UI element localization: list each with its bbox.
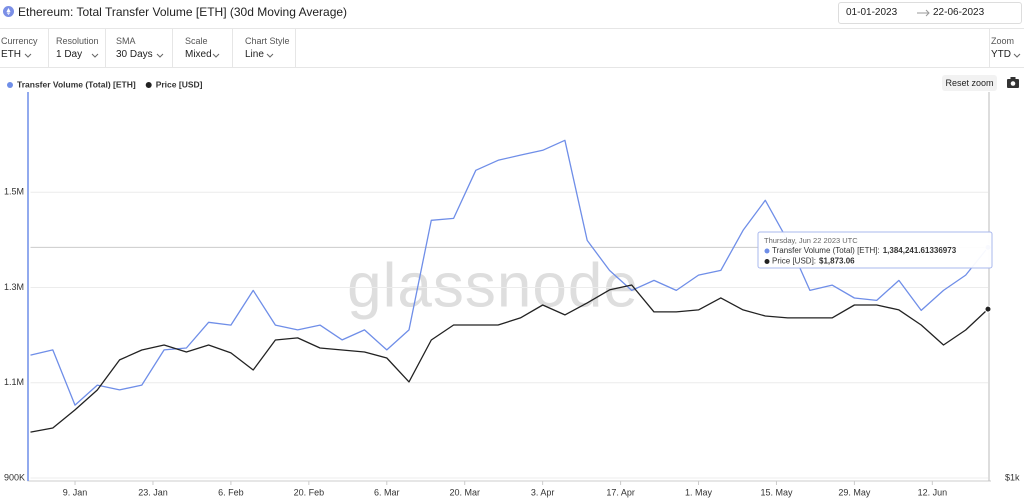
x-tick-label: 17. Apr — [606, 487, 635, 497]
control-value: 1 Day — [56, 49, 83, 60]
x-tick-label: 9. Jan — [63, 487, 88, 497]
control-value: Mixed — [185, 49, 212, 60]
legend-label: Price [USD] — [156, 79, 203, 89]
y-tick-label: 1.3M — [4, 282, 24, 292]
arrow-icon — [917, 9, 930, 17]
chevron-icon — [24, 53, 32, 58]
control[interactable]: Scale Mixed — [184, 29, 233, 67]
tooltip-label: Transfer Volume (Total) [ETH]: — [772, 246, 880, 255]
tooltip-title: Thursday, Jun 22 2023 UTC — [764, 236, 858, 245]
chevron-icon — [212, 53, 220, 58]
chevron-icon — [91, 53, 99, 58]
tooltip-value: $1,873.06 — [819, 257, 855, 266]
x-tick-label: 20. Feb — [294, 487, 325, 497]
x-tick-label: 1. May — [685, 487, 713, 497]
controls: Currency ETH Resolution 1 Day SMA 30 Days Scal… — [0, 28, 1024, 68]
x-tick-label: 23. Jan — [138, 487, 168, 497]
control-label: Currency — [1, 36, 38, 46]
legend-marker — [145, 82, 152, 88]
control-label: Resolution — [56, 36, 99, 46]
y-tick-label: 900K — [4, 472, 25, 482]
date-to[interactable]: 22-06-2023 — [933, 7, 985, 18]
control-value: 30 Days — [116, 49, 153, 60]
control-value: YTD — [991, 49, 1011, 60]
x-tick-label: 20. Mar — [449, 487, 480, 497]
zoom-control[interactable]: Zoom YTD — [989, 29, 1024, 67]
control-label: SMA — [116, 36, 136, 46]
hover-point — [984, 305, 992, 313]
control[interactable]: Resolution 1 Day — [55, 29, 106, 67]
y-tick-label: 1.5M — [4, 187, 24, 197]
tooltip-marker — [764, 248, 770, 254]
control-value: ETH — [1, 49, 21, 60]
x-tick-label: 29. May — [838, 487, 871, 497]
legend-label: Transfer Volume (Total) [ETH] — [17, 79, 136, 89]
control[interactable]: SMA 30 Days — [115, 29, 173, 67]
x-tick-label: 12. Jun — [918, 487, 948, 497]
x-tick-label: 6. Feb — [218, 487, 244, 497]
page-title: Ethereum: Total Transfer Volume [ETH] (3… — [18, 5, 348, 19]
control-label: Zoom — [991, 36, 1015, 46]
series-line — [30, 139, 989, 406]
reset-zoom-button[interactable]: Reset zoom — [942, 75, 997, 91]
chevron-icon — [156, 53, 164, 58]
date-range[interactable]: 01-01-2023 22-06-2023 — [838, 2, 1022, 24]
control-label: Scale — [185, 36, 208, 46]
legend-marker — [7, 82, 13, 88]
chevron-icon — [266, 53, 274, 58]
x-tick-label: 6. Mar — [374, 487, 400, 497]
date-from[interactable]: 01-01-2023 — [846, 7, 898, 18]
x-tick-label: 15. May — [760, 487, 793, 497]
tooltip-label: Price [USD]: — [772, 257, 816, 266]
watermark: glassnode — [347, 251, 639, 320]
y2-tick-label: $1k — [1005, 472, 1020, 482]
y-tick-label: 1.1M — [4, 377, 24, 387]
tooltip-item: Price [USD]: $1,873.06 — [772, 257, 855, 266]
asset-icon — [3, 6, 14, 17]
control-label: Chart Style — [245, 36, 290, 46]
tooltip-marker — [764, 259, 770, 264]
tooltip-item: Transfer Volume (Total) [ETH]: 1,384,241.… — [772, 246, 957, 255]
tooltip-value: 1,384,241.61336973 — [883, 246, 957, 255]
tooltip-box — [757, 231, 993, 269]
chevron-icon — [1013, 53, 1021, 58]
control[interactable]: Currency ETH — [0, 29, 49, 67]
control-value: Line — [245, 49, 264, 60]
control[interactable]: Chart Style Line — [244, 29, 296, 67]
camera-icon[interactable] — [1007, 77, 1019, 88]
x-tick-label: 3. Apr — [531, 487, 555, 497]
series-line — [30, 284, 989, 433]
